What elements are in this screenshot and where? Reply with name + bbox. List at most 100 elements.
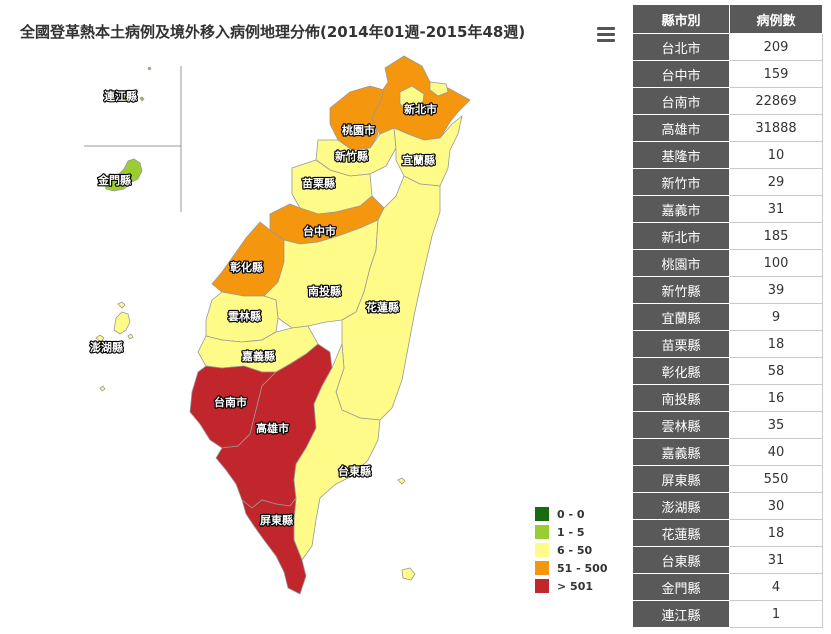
legend-item[interactable]: 0 - 0 — [535, 505, 608, 523]
legend-item[interactable]: > 501 — [535, 577, 608, 595]
map-title: 全國登革熱本土病例及境外移入病例地理分佈(2014年01週-2015年48週) — [20, 23, 526, 41]
region-hualien[interactable] — [335, 175, 441, 421]
label-kaohsiung: 高雄市 — [256, 421, 289, 435]
county-name-cell: 苗栗縣 — [632, 330, 730, 358]
label-penghu: 澎湖縣 — [90, 340, 123, 354]
table-row: 嘉義市 31 — [632, 195, 823, 223]
region-yilan[interactable] — [393, 114, 463, 187]
label-kinmen: 金門縣 — [97, 173, 131, 187]
case-count-cell: 18 — [729, 330, 823, 358]
table-row: 南投縣 16 — [632, 384, 823, 412]
table-row: 雲林縣 35 — [632, 411, 823, 439]
county-name-cell: 連江縣 — [632, 600, 730, 628]
county-name-cell: 嘉義市 — [632, 195, 730, 223]
table-row: 桃園市 100 — [632, 249, 823, 277]
county-name-cell: 台北市 — [632, 33, 730, 61]
case-count-cell: 1 — [729, 600, 823, 628]
county-name-cell: 金門縣 — [632, 573, 730, 601]
taiwan-map: 連江縣 金門縣 澎湖縣 新北市 桃園市 新竹縣 宜蘭縣 苗栗縣 台中市 彰化縣 … — [84, 55, 471, 595]
region-taoyuan[interactable] — [329, 85, 385, 151]
case-count-cell: 209 — [729, 33, 823, 61]
hamburger-menu-icon[interactable] — [597, 27, 615, 43]
county-name-cell: 新竹市 — [632, 168, 730, 196]
table-row: 台南市 22869 — [632, 87, 823, 115]
case-count-cell: 4 — [729, 573, 823, 601]
case-count-cell: 31 — [729, 546, 823, 574]
county-name-cell: 雲林縣 — [632, 411, 730, 439]
case-count-cell: 30 — [729, 492, 823, 520]
label-pingtung: 屏東縣 — [260, 513, 293, 527]
table-row: 彰化縣 58 — [632, 357, 823, 385]
table-row: 新竹市 29 — [632, 168, 823, 196]
case-count-cell: 22869 — [729, 87, 823, 115]
table-row: 台中市 159 — [632, 60, 823, 88]
label-taoyuan: 桃園市 — [342, 123, 375, 137]
case-count-cell: 40 — [729, 438, 823, 466]
legend-label: 6 - 50 — [557, 543, 593, 557]
region-changhua[interactable] — [211, 221, 285, 297]
legend-item[interactable]: 51 - 500 — [535, 559, 608, 577]
legend-item[interactable]: 1 - 5 — [535, 523, 608, 541]
region-lienchiang[interactable] — [107, 66, 152, 102]
label-chiayi: 嘉義縣 — [241, 349, 275, 363]
table-row: 台東縣 31 — [632, 546, 823, 574]
table-row: 高雄市 31888 — [632, 114, 823, 142]
legend-label: 1 - 5 — [557, 525, 585, 539]
legend-label: > 501 — [557, 579, 594, 593]
region-kinmen[interactable] — [103, 158, 143, 192]
case-count-cell: 39 — [729, 276, 823, 304]
county-name-cell: 新北市 — [632, 222, 730, 250]
table-row: 新北市 185 — [632, 222, 823, 250]
label-miaoli: 苗栗縣 — [302, 176, 335, 190]
case-count-cell: 31888 — [729, 114, 823, 142]
table-row: 屏東縣 550 — [632, 465, 823, 493]
table-row: 澎湖縣 30 — [632, 492, 823, 520]
legend-swatch — [535, 579, 549, 593]
legend-swatch — [535, 561, 549, 575]
case-count-cell: 550 — [729, 465, 823, 493]
table-row: 宜蘭縣 9 — [632, 303, 823, 331]
label-tainan: 台南市 — [214, 395, 247, 409]
table-row: 金門縣 4 — [632, 573, 823, 601]
label-yilan: 宜蘭縣 — [402, 153, 435, 167]
county-name-cell: 宜蘭縣 — [632, 303, 730, 331]
region-pingtung[interactable] — [241, 496, 307, 595]
label-lienchiang: 連江縣 — [104, 89, 137, 103]
county-name-cell: 南投縣 — [632, 384, 730, 412]
label-hsinchu: 新竹縣 — [335, 149, 368, 163]
region-keelung[interactable] — [429, 81, 449, 97]
table-row: 新竹縣 39 — [632, 276, 823, 304]
legend-swatch — [535, 507, 549, 521]
region-taitung-islands — [397, 477, 416, 581]
county-name-cell: 澎湖縣 — [632, 492, 730, 520]
legend-label: 0 - 0 — [557, 507, 585, 521]
county-name-cell: 屏東縣 — [632, 465, 730, 493]
case-count-cell: 100 — [729, 249, 823, 277]
region-taipei[interactable] — [399, 85, 425, 113]
table-row: 嘉義縣 40 — [632, 438, 823, 466]
region-taitung[interactable] — [293, 343, 381, 561]
label-taichung: 台中市 — [303, 224, 336, 238]
case-count-cell: 10 — [729, 141, 823, 169]
case-count-cell: 16 — [729, 384, 823, 412]
legend-item[interactable]: 6 - 50 — [535, 541, 608, 559]
label-taitung: 台東縣 — [338, 464, 371, 478]
case-count-cell: 18 — [729, 519, 823, 547]
county-name-cell: 台中市 — [632, 60, 730, 88]
county-name-cell: 基隆市 — [632, 141, 730, 169]
county-name-cell: 新竹縣 — [632, 276, 730, 304]
label-yunlin: 雲林縣 — [228, 309, 261, 323]
header-county: 縣市別 — [632, 4, 730, 34]
case-count-cell: 159 — [729, 60, 823, 88]
county-name-cell: 花蓮縣 — [632, 519, 730, 547]
case-count-cell: 185 — [729, 222, 823, 250]
county-name-cell: 嘉義縣 — [632, 438, 730, 466]
legend-swatch — [535, 543, 549, 557]
label-nantou: 南投縣 — [308, 284, 341, 298]
label-newtaipei: 新北市 — [404, 102, 437, 116]
region-penghu[interactable] — [95, 301, 134, 392]
county-name-cell: 彰化縣 — [632, 357, 730, 385]
header-cases: 病例數 — [729, 4, 823, 34]
county-name-cell: 桃園市 — [632, 249, 730, 277]
label-changhua: 彰化縣 — [230, 260, 263, 274]
